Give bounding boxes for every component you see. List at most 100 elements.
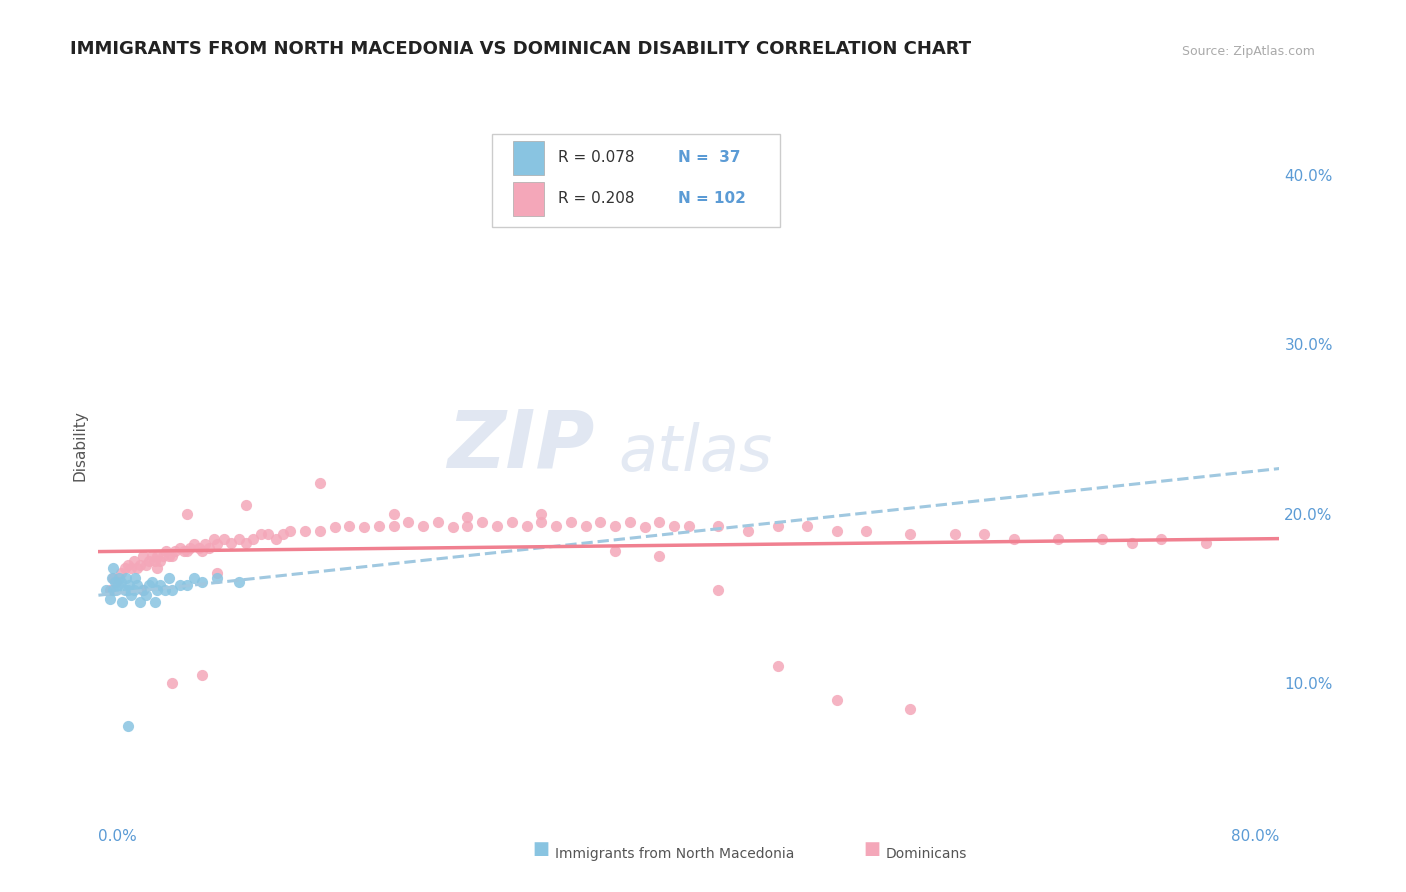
Point (441, 520, 464, 534)
Point (103, 561, 125, 575)
Point (143, 554, 166, 568)
Point (1091, 532, 1114, 546)
Point (187, 541, 209, 555)
Point (1150, 532, 1173, 546)
Text: R = 0.078: R = 0.078 (558, 151, 634, 165)
Text: 0.0%: 0.0% (98, 830, 138, 844)
Point (648, 515, 671, 529)
Point (228, 532, 250, 546)
Point (198, 541, 221, 555)
Point (235, 535, 257, 549)
Point (973, 527, 995, 541)
Point (398, 515, 420, 529)
Point (546, 518, 568, 533)
Point (707, 583, 730, 598)
Point (94, 583, 117, 598)
Text: ■: ■ (863, 839, 880, 857)
Point (120, 588, 142, 602)
Point (221, 535, 243, 549)
Point (124, 571, 146, 585)
Point (855, 524, 877, 538)
Point (368, 518, 391, 533)
Point (146, 561, 169, 575)
Point (165, 544, 187, 558)
Point (115, 571, 138, 585)
Point (103, 583, 125, 598)
Text: Dominicans: Dominicans (886, 847, 967, 861)
Text: Source: ZipAtlas.com: Source: ZipAtlas.com (1181, 45, 1315, 58)
Text: N = 102: N = 102 (678, 192, 745, 206)
Point (486, 518, 509, 533)
Point (264, 532, 287, 546)
Point (146, 583, 169, 598)
Point (176, 578, 198, 592)
Point (323, 520, 346, 534)
Point (169, 541, 191, 555)
Point (501, 515, 523, 529)
Point (120, 561, 142, 575)
Point (176, 544, 198, 558)
Point (530, 507, 553, 521)
Point (138, 554, 160, 568)
Point (153, 583, 176, 598)
Y-axis label: Disability: Disability (72, 410, 87, 482)
Point (825, 524, 848, 538)
Point (309, 476, 332, 491)
Point (825, 693, 848, 707)
Point (250, 527, 273, 541)
Point (183, 571, 205, 585)
Point (176, 507, 198, 521)
Point (605, 518, 627, 533)
Point (648, 549, 671, 564)
Point (228, 574, 250, 589)
Point (155, 544, 177, 558)
Point (183, 537, 205, 551)
Point (280, 524, 302, 538)
Point (457, 518, 479, 533)
Point (412, 518, 434, 533)
Point (766, 518, 789, 533)
Point (900, 701, 922, 715)
Point (516, 518, 538, 533)
Point (707, 518, 730, 533)
Point (471, 515, 494, 529)
Point (427, 515, 450, 529)
Point (294, 524, 316, 538)
Point (309, 524, 332, 538)
Point (173, 544, 195, 558)
Point (162, 676, 183, 690)
Point (235, 498, 257, 512)
Point (162, 549, 183, 564)
Point (141, 574, 163, 589)
Point (634, 520, 657, 534)
Text: ZIP: ZIP (447, 407, 595, 485)
Point (132, 549, 155, 564)
Point (1046, 532, 1070, 546)
Point (212, 532, 235, 546)
Point (575, 518, 598, 533)
Point (118, 578, 141, 592)
Point (107, 578, 129, 592)
Text: N =  37: N = 37 (678, 151, 740, 165)
Point (560, 515, 582, 529)
Point (1002, 532, 1025, 546)
Point (110, 574, 132, 589)
Point (382, 518, 405, 533)
Point (202, 532, 225, 546)
Point (138, 578, 160, 592)
Point (105, 574, 128, 589)
Point (114, 561, 136, 575)
Point (242, 532, 264, 546)
Point (664, 518, 686, 533)
Text: atlas: atlas (619, 422, 772, 483)
Point (128, 558, 150, 572)
Point (191, 574, 214, 589)
Point (619, 515, 641, 529)
Point (1121, 535, 1143, 549)
Point (110, 566, 132, 580)
Point (943, 527, 966, 541)
Point (382, 507, 405, 521)
Text: IMMIGRANTS FROM NORTH MACEDONIA VS DOMINICAN DISABILITY CORRELATION CHART: IMMIGRANTS FROM NORTH MACEDONIA VS DOMIN… (70, 40, 972, 58)
Point (339, 518, 361, 533)
Text: ■: ■ (533, 839, 550, 857)
